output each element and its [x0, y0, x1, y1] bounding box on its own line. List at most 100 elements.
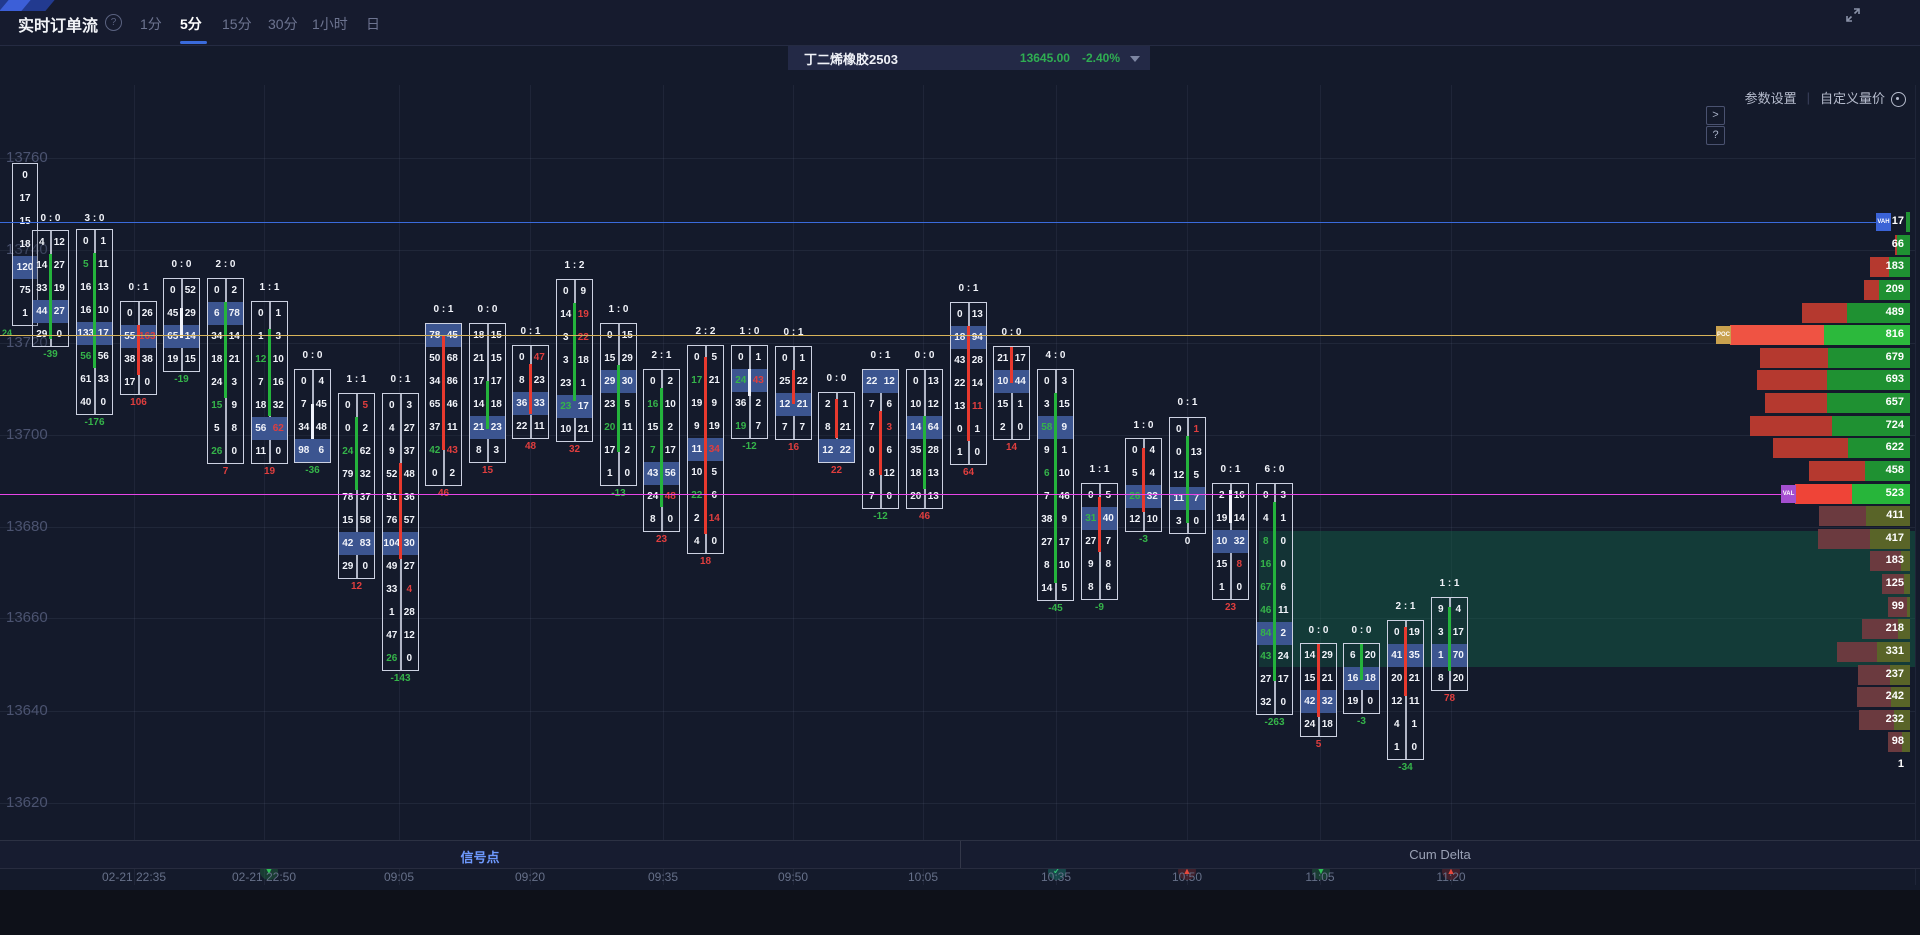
ask-cell: 86	[446, 375, 458, 387]
volume-profile-row	[1869, 257, 1910, 278]
bid-cell: 0	[388, 399, 395, 411]
ask-cell: 48	[403, 468, 415, 480]
profile-value-label: 458	[1885, 463, 1904, 476]
bid-cell: 67	[1260, 581, 1272, 593]
profile-bar-buy	[1852, 483, 1910, 504]
bid-cell: 26	[211, 445, 223, 457]
help-icon[interactable]: ?	[105, 14, 122, 31]
profile-bar-buy	[1848, 438, 1910, 459]
ask-cell: 1	[1017, 398, 1024, 410]
ask-cell: 26	[141, 307, 153, 319]
column-delta-footer: -13	[611, 487, 626, 499]
bid-cell: 0	[169, 284, 176, 296]
footprint-chart[interactable]: 13760 13740 13720 13700 13680 13660 13640 13620…	[0, 45, 1920, 935]
ask-cell: 1	[275, 307, 282, 319]
ask-cell: 11	[971, 400, 983, 412]
ask-cell: 8	[1105, 558, 1112, 570]
tab-1小时[interactable]: 1小时	[312, 16, 348, 32]
tab-15分[interactable]: 15分	[222, 16, 252, 32]
side-button->[interactable]: >	[1706, 106, 1725, 125]
ask-cell: 4	[1149, 444, 1156, 456]
column-box: 0 3 4 27 9 37 52 48 51 36 76 57 104 30 49 27 33 4 1 28 47 12 2…	[382, 392, 419, 671]
volume-profile-row	[1760, 347, 1910, 368]
bid-cell: 7	[300, 398, 307, 410]
column-box: 0 17 15 18 120 75 1	[12, 162, 38, 326]
volume-profile-row	[1857, 664, 1910, 685]
target-icon[interactable]	[1891, 92, 1906, 107]
cell-row: 38 9	[1038, 508, 1073, 531]
bid-cell: 12	[1129, 513, 1141, 525]
bid-cell: 15	[997, 398, 1009, 410]
bid-cell: 12	[1391, 695, 1403, 707]
ask-cell: 14	[971, 377, 983, 389]
column-box: 0 13 18 94 43 28 22 14 13 11 0 1 1 0	[950, 301, 987, 465]
cell-row: 23 17	[557, 394, 592, 418]
column-delta-footer: 12	[350, 580, 363, 592]
bid-cell: 43	[954, 354, 966, 366]
tab-日[interactable]: 日	[366, 16, 380, 32]
cumdelta-panel-label[interactable]: Cum Delta	[1409, 847, 1471, 862]
ask-cell: 2	[755, 397, 762, 409]
bid-cell: 23	[604, 398, 616, 410]
column-ratio-header: 0 : 0	[171, 259, 192, 270]
bid-cell: 6	[213, 307, 220, 319]
ask-cell: 1	[1061, 444, 1068, 456]
profile-bar-buy	[1906, 212, 1910, 232]
bid-cell: 44	[36, 305, 48, 317]
ask-cell: 48	[664, 490, 676, 502]
bid-cell: 3	[562, 331, 569, 343]
ask-cell: 2	[624, 444, 631, 456]
ask-cell: 0	[1280, 558, 1287, 570]
ask-cell: 45	[315, 398, 327, 410]
ask-cell: 17	[577, 400, 589, 412]
ask-cell: 29	[621, 352, 633, 364]
ask-cell: 44	[1014, 375, 1026, 387]
settings-button[interactable]: 参数设置	[1744, 91, 1797, 106]
ask-cell: 0	[624, 467, 631, 479]
bid-cell: 0	[956, 423, 963, 435]
ask-cell: 5	[1061, 582, 1068, 594]
expand-icon[interactable]	[1844, 6, 1862, 24]
custom-volume-price-button[interactable]: 自定义量价	[1819, 91, 1885, 106]
price-label: 13660	[6, 609, 48, 626]
time-gridline	[530, 85, 531, 885]
cell-row: 37 11	[426, 416, 461, 439]
instrument-price: 13645.00	[1019, 51, 1070, 65]
ask-cell: 40	[1102, 512, 1114, 524]
bid-cell: 19	[167, 353, 179, 365]
volume-profile-row	[1808, 460, 1910, 481]
ask-cell: 9	[711, 397, 718, 409]
ask-cell: 62	[359, 445, 371, 457]
side-button-?[interactable]: ?	[1706, 126, 1725, 145]
cell-row: 46 11	[1257, 599, 1292, 622]
bid-cell: 0	[868, 444, 875, 456]
ask-cell: 0	[667, 513, 674, 525]
tab-1分[interactable]: 1分	[140, 16, 162, 32]
tab-30分[interactable]: 30分	[268, 16, 298, 32]
signal-panel-label[interactable]: 信号点	[460, 850, 500, 865]
cell-row: 16 13	[77, 276, 112, 299]
column-ratio-header: 0 : 1	[783, 327, 804, 338]
cell-row: 6 20	[1344, 644, 1379, 667]
tab-5分[interactable]: 5分	[180, 16, 202, 32]
ask-cell: 10	[1058, 559, 1070, 571]
cell-row: 49 27	[383, 555, 418, 578]
profile-value-label: 679	[1885, 350, 1904, 363]
cell-row: 12 11	[1388, 690, 1423, 713]
cell-row: 16 0	[1257, 553, 1292, 576]
instrument-selector[interactable]: 丁二烯橡胶2503 13645.00 -2.40%	[788, 46, 1150, 70]
cell-row: 15	[13, 210, 37, 233]
bid-cell: 1	[956, 446, 963, 458]
bid-cell: 0	[518, 351, 525, 363]
cell-row: 0 47	[513, 346, 548, 369]
ask-cell: 29	[1321, 649, 1333, 661]
ask-cell: 21	[577, 423, 589, 435]
